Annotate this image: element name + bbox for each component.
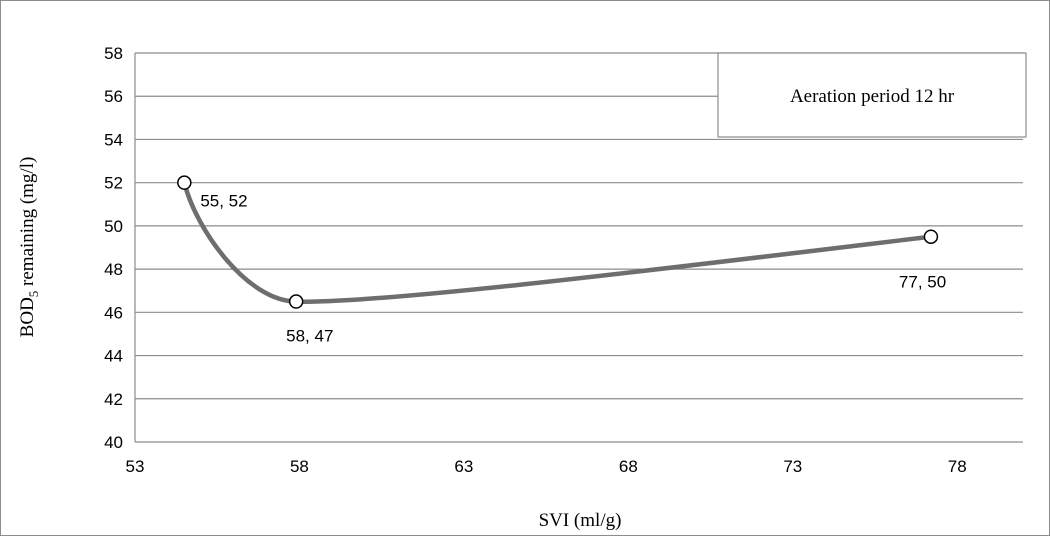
- legend-box: Aeration period 12 hr: [717, 52, 1027, 138]
- data-point-1: [177, 175, 192, 190]
- x-tick-68: 68: [619, 457, 638, 476]
- x-axis-title: SVI (ml/g): [539, 510, 622, 531]
- y-tick-42: 42: [104, 390, 123, 409]
- data-label-3: 77, 50: [899, 273, 946, 292]
- data-label-1: 55, 52: [200, 192, 247, 211]
- x-tick-63: 63: [454, 457, 473, 476]
- x-tick-labels: 53 58 63 68 73 78: [126, 457, 967, 476]
- y-axis-title-rest: remaining (mg/l): [17, 157, 38, 291]
- x-tick-53: 53: [126, 457, 145, 476]
- y-tick-40: 40: [104, 433, 123, 452]
- series-line: [182, 180, 934, 304]
- y-axis-title-main: BOD: [17, 297, 38, 337]
- y-tick-44: 44: [104, 347, 123, 366]
- y-tick-46: 46: [104, 303, 123, 322]
- series-line-group: [182, 180, 934, 304]
- data-label-2: 58, 47: [286, 327, 333, 346]
- y-tick-labels: 40 42 44 46 48 50 52 54 56 58: [104, 44, 123, 452]
- y-tick-52: 52: [104, 174, 123, 193]
- y-tick-58: 58: [104, 44, 123, 63]
- data-point-2: [288, 294, 304, 309]
- x-tick-58: 58: [290, 457, 309, 476]
- y-tick-48: 48: [104, 260, 123, 279]
- grid-lines: [134, 52, 1023, 443]
- legend-frame: [717, 52, 1027, 138]
- y-axis-title-subscript: 5: [26, 291, 41, 298]
- x-tick-78: 78: [948, 457, 967, 476]
- y-tick-50: 50: [104, 217, 123, 236]
- y-tick-56: 56: [104, 87, 123, 106]
- x-tick-73: 73: [783, 457, 802, 476]
- data-labels: 55, 52 58, 47 77, 50: [200, 192, 946, 346]
- y-tick-54: 54: [104, 130, 123, 149]
- legend-text: Aeration period 12 hr: [790, 86, 955, 107]
- data-points: [177, 175, 939, 309]
- y-axis-title: BOD5 remaining (mg/l): [17, 157, 41, 338]
- data-point-3: [923, 229, 939, 244]
